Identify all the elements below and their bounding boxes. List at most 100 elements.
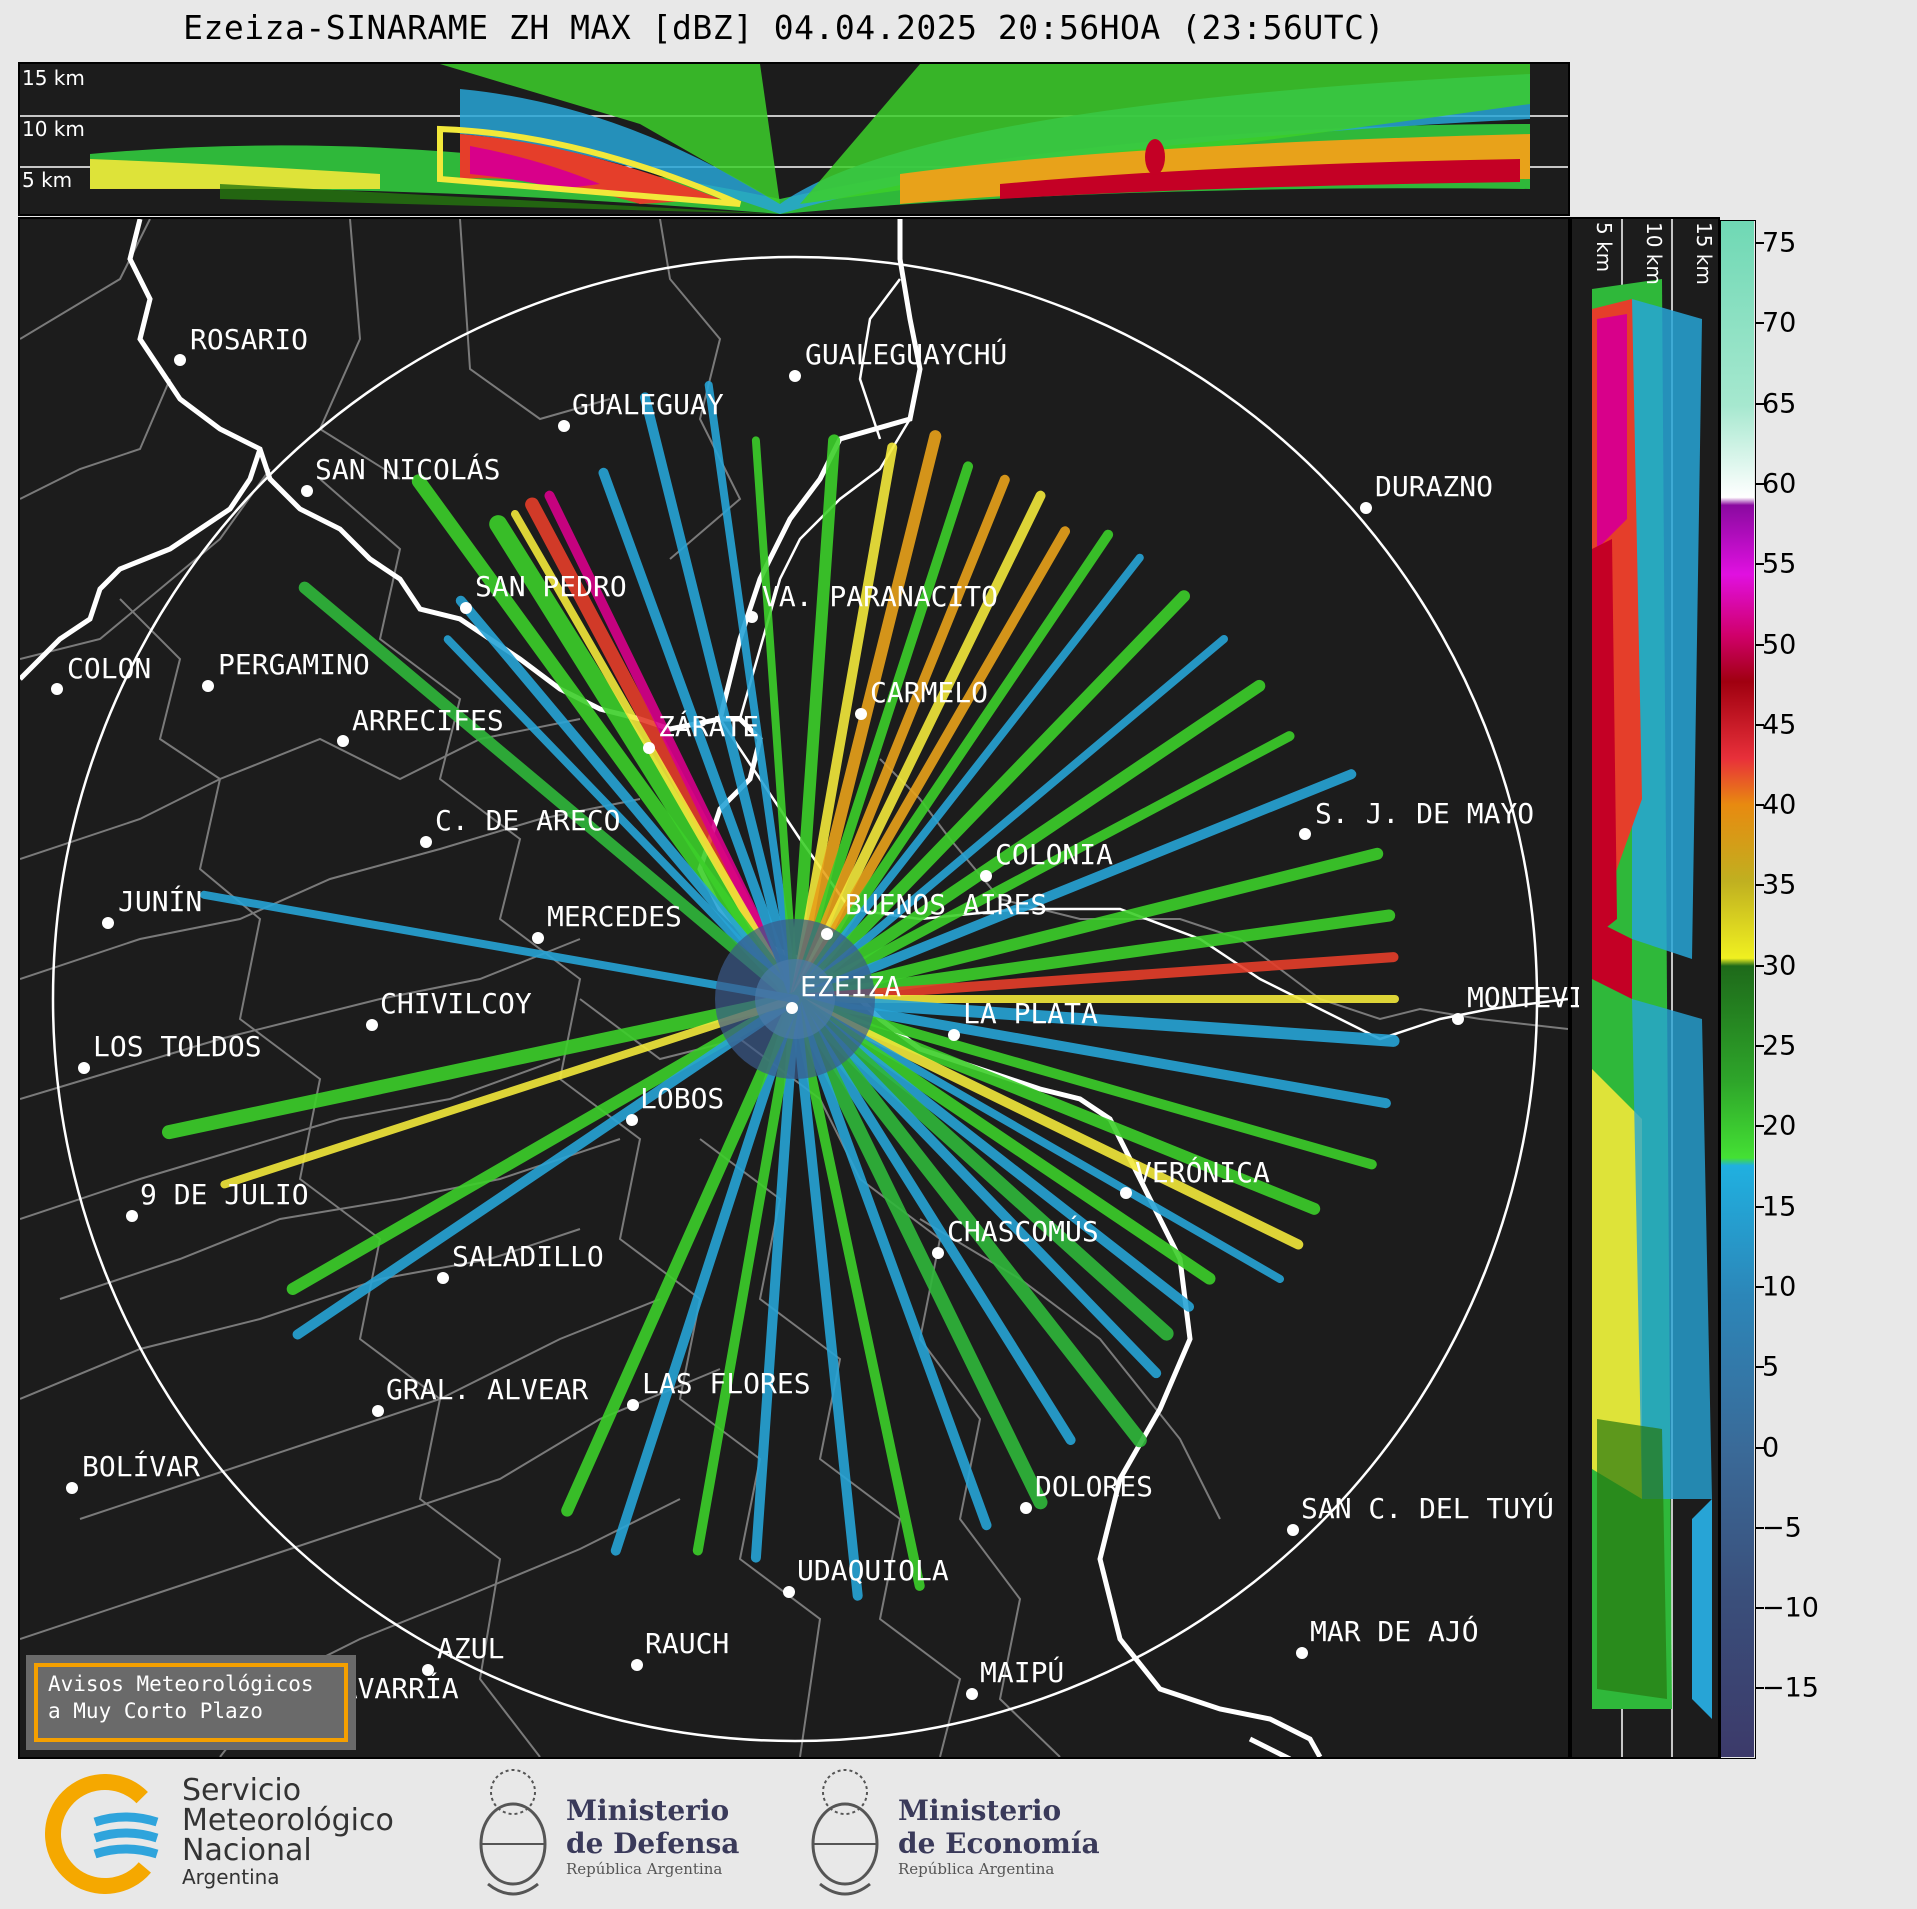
radar-echo-ray <box>791 995 1284 1283</box>
colorbar-tick-label: 10 <box>1762 1271 1797 1303</box>
footer-logos: Servicio Meteorológico Nacional Argentin… <box>0 1760 1917 1909</box>
city-marker <box>532 932 544 944</box>
side-altitude-label-5km: 5 km <box>1592 222 1616 273</box>
radar-echo-ray <box>790 994 1162 1379</box>
city-marker <box>1360 502 1372 514</box>
colorbar-tick-mark <box>1756 1205 1764 1208</box>
city-label: UDAQUIOLA <box>797 1554 949 1587</box>
city-label: CHIVILCOY <box>380 987 532 1020</box>
colorbar-tick-label: 30 <box>1762 950 1797 982</box>
colorbar-tick-label: 35 <box>1762 869 1797 901</box>
radar-echo-ray <box>790 994 925 1591</box>
city-marker <box>202 680 214 692</box>
city-marker <box>301 485 313 497</box>
alert-box[interactable]: Avisos Meteorológicos a Muy Corto Plazo <box>26 1655 356 1750</box>
colorbar-tick-mark <box>1756 1045 1764 1047</box>
radar-echo-ray <box>610 994 800 1556</box>
colorbar-tick-label: 65 <box>1762 388 1797 420</box>
radar-echo-ray <box>789 993 1216 1285</box>
dbz-colorbar <box>1720 220 1756 1759</box>
colorbar-tick-mark <box>1756 804 1764 807</box>
radar-echo-ray <box>162 992 802 1140</box>
city-marker <box>1020 1502 1032 1514</box>
city-marker <box>1120 1187 1132 1199</box>
radar-echo-ray <box>750 994 800 1563</box>
colorbar-tick-label: 75 <box>1762 227 1797 259</box>
radar-echo-ray <box>789 993 1321 1215</box>
radar-echo-ray <box>640 392 800 1004</box>
radar-echo-ray <box>790 994 863 1601</box>
city-label: 9 DE JULIO <box>140 1178 309 1211</box>
colorbar-tick-label: 55 <box>1762 548 1797 580</box>
city-marker <box>627 1399 639 1411</box>
colorbar-tick-mark <box>1756 1125 1764 1128</box>
radar-echo-ray <box>790 474 1010 1004</box>
city-label: ROSARIO <box>190 323 309 356</box>
radar-echo-ray <box>790 442 898 1004</box>
smn-line-3: Nacional <box>182 1833 312 1868</box>
city-label: S. J. DE MAYO <box>1315 797 1535 830</box>
colorbar-tick-mark <box>1756 402 1764 405</box>
city-label: AZUL <box>437 1632 505 1665</box>
radar-echo-ray <box>789 434 841 1005</box>
city-label: LAS FLORES <box>642 1367 811 1400</box>
colorbar-tick-mark <box>1756 563 1764 566</box>
city-marker <box>932 1247 944 1259</box>
city-label: GRAL. ALVEAR <box>386 1373 589 1406</box>
city-marker <box>626 1114 638 1126</box>
radar-echo-ray <box>790 529 1114 1004</box>
city-label: VERÓNICA <box>1135 1156 1270 1189</box>
radar-echo-ray <box>790 994 992 1531</box>
city-marker <box>372 1405 384 1417</box>
city-label: MERCEDES <box>547 900 682 933</box>
radar-echo-ray <box>791 635 1228 1003</box>
city-marker <box>422 1664 434 1676</box>
city-marker <box>174 354 186 366</box>
city-marker <box>1452 1013 1464 1025</box>
colorbar-tick-label: 0 <box>1762 1432 1780 1463</box>
city-label: CARMELO <box>870 676 989 709</box>
alert-line-1: Avisos Meteorológicos <box>48 1672 314 1696</box>
altitude-label-5km: 5 km <box>22 168 73 192</box>
radar-echo-ray <box>790 769 1357 1004</box>
colorbar-tick-label: 5 <box>1762 1351 1780 1383</box>
colorbar-tick-mark <box>1756 723 1764 726</box>
defensa-line-1: Ministerio <box>566 1794 730 1827</box>
radar-echo-ray <box>790 490 1046 1004</box>
colorbar-tick-label: 60 <box>1762 468 1797 500</box>
side-cross-section-plot <box>1592 219 1712 1757</box>
radar-echo-ray <box>790 994 1377 1170</box>
alert-box-inner: Avisos Meteorológicos a Muy Corto Plazo <box>34 1663 348 1742</box>
argentina-shield-icon-economia <box>811 1769 879 1896</box>
page-title: Ezeiza-SINARAME ZH MAX [dBZ] 04.04.2025 … <box>183 8 1385 47</box>
colorbar-tick-label: 45 <box>1762 709 1797 741</box>
city-label: JUNÍN <box>118 885 203 918</box>
city-label: COLONIA <box>995 838 1114 871</box>
radar-echo-ray <box>789 993 1400 1047</box>
radar-echo-ray <box>790 461 973 1004</box>
colorbar-tick-mark <box>1756 1607 1764 1610</box>
city-label: BUENOS AIRES <box>845 888 1048 921</box>
colorbar-tick-label: 15 <box>1762 1191 1797 1223</box>
city-marker <box>631 1659 643 1671</box>
colorbar-tick-mark <box>1756 964 1764 967</box>
city-label: DOLORES <box>1035 1470 1154 1503</box>
colorbar-tick-mark <box>1756 482 1764 485</box>
side-altitude-label-15km: 15 km <box>1692 222 1716 285</box>
city-label: EZEIZA <box>800 970 902 1003</box>
city-marker <box>460 602 472 614</box>
smn-logo-icon <box>45 1774 165 1894</box>
radar-echo-ray <box>286 993 801 1295</box>
colorbar-tick-mark <box>1756 1285 1764 1288</box>
economia-line-2: de Economía <box>898 1827 1100 1860</box>
colorbar-tick-label: 70 <box>1762 307 1797 339</box>
radar-echo-ray <box>292 994 800 1340</box>
city-marker <box>66 1482 78 1494</box>
city-marker <box>980 870 992 882</box>
city-marker <box>746 611 758 623</box>
city-label: GUALEGUAYCHÚ <box>805 338 1008 371</box>
radar-range-ring <box>51 255 1539 1743</box>
economia-line-3: República Argentina <box>898 1860 1055 1878</box>
radar-echo-ray <box>411 474 802 1006</box>
city-marker <box>558 420 570 432</box>
